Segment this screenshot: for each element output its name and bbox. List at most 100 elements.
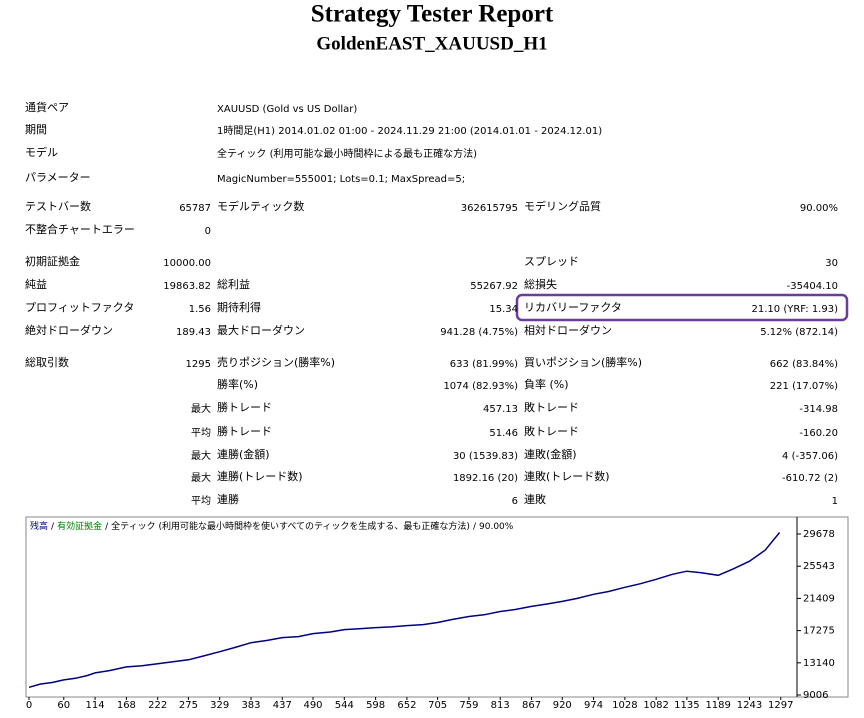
stat-value: 90.00% — [800, 203, 838, 214]
stat-label: 総取引数 — [25, 355, 69, 369]
stat-value: 1892.16 (20) — [453, 473, 518, 484]
balance-line — [28, 532, 781, 689]
stat-value: 21.10 (YRF: 1.93) — [752, 304, 839, 315]
x-tick-label: 813 — [491, 700, 510, 711]
x-tick-label: 974 — [584, 700, 603, 711]
y-tick-label: 13140 — [803, 658, 835, 669]
stat-value: 633 (81.99%) — [450, 359, 518, 370]
info-label: モデル — [25, 145, 58, 159]
legend-separator: / — [105, 522, 109, 532]
x-tick-label: 329 — [210, 700, 229, 711]
info-value: XAUUSD (Gold vs US Dollar) — [217, 104, 357, 115]
stat-label: 連勝 — [217, 492, 239, 506]
x-tick-label: 652 — [397, 700, 416, 711]
x-tick-label: 867 — [522, 700, 541, 711]
stat-label: 連敗(金額) — [524, 447, 577, 461]
x-tick-label: 705 — [428, 700, 447, 711]
x-tick-label: 1135 — [674, 700, 699, 711]
stat-label: 最大ドローダウン — [217, 323, 305, 337]
chart-frame — [25, 516, 849, 698]
stat-label: 連勝(金額) — [217, 447, 270, 461]
stat-label: 買いポジション(勝率%) — [524, 355, 642, 369]
stat-label: 勝トレード — [217, 400, 272, 414]
stat-value: 平均 — [191, 495, 211, 507]
x-tick-label: 0 — [26, 700, 32, 711]
stat-value: 65787 — [179, 203, 211, 214]
stat-value: 362615795 — [461, 203, 518, 214]
legend-separator: / — [51, 522, 55, 532]
x-tick-label: 222 — [148, 700, 167, 711]
legend-entry: 残高 — [30, 520, 48, 532]
stat-label: 絶対ドローダウン — [25, 323, 113, 337]
stat-value: -160.20 — [799, 428, 838, 439]
legend: 残高 / 有効証拠金 / 全ティック (利用可能な最小時間枠を使いすべてのティックを生成… — [30, 520, 514, 532]
report-title: Strategy Tester Report — [311, 1, 554, 28]
stat-value: 10000.00 — [163, 258, 211, 269]
x-tick-label: 490 — [303, 700, 322, 711]
y-tick-label: 9006 — [803, 690, 828, 701]
info-value: MagicNumber=555001; Lots=0.1; MaxSpread=… — [217, 174, 465, 185]
stat-value: 最大 — [191, 402, 211, 415]
x-tick-label: 275 — [179, 700, 198, 711]
stat-value: 1295 — [186, 359, 211, 370]
info-label: 通貨ペア — [25, 100, 69, 114]
info-value: 全ティック (利用可能な最小時間枠による最も正確な方法) — [217, 147, 477, 160]
stat-value: 457.13 — [483, 404, 518, 415]
x-tick-label: 114 — [86, 700, 105, 711]
x-tick-label: 168 — [117, 700, 136, 711]
stat-value: 19863.82 — [163, 281, 211, 292]
stat-label: 負率 (%) — [524, 377, 569, 391]
stat-label: モデリング品質 — [524, 199, 601, 213]
stat-value: 4 (-357.06) — [782, 451, 838, 462]
stat-value: 30 (1539.83) — [453, 451, 518, 462]
stat-value: 189.43 — [176, 327, 211, 338]
stat-label: プロフィットファクタ — [25, 301, 134, 314]
stat-value: 15.34 — [489, 304, 518, 315]
x-tick-label: 437 — [273, 700, 292, 711]
stat-label: 純益 — [25, 277, 47, 291]
stat-label: リカバリーファクタ — [524, 301, 622, 314]
x-tick-label: 598 — [366, 700, 385, 711]
stat-label: 期待利得 — [217, 300, 261, 314]
stat-value: 0 — [205, 226, 211, 237]
x-tick-label: 920 — [553, 700, 572, 711]
stat-label: 初期証拠金 — [25, 254, 80, 268]
x-tick-label: 1189 — [705, 700, 730, 711]
y-tick-label: 29678 — [803, 529, 835, 540]
stat-value: 6 — [512, 496, 518, 507]
info-label: 期間 — [25, 123, 47, 136]
stat-label: 勝トレード — [217, 424, 272, 438]
report-subtitle: GoldenEAST_XAUUSD_H1 — [316, 33, 547, 54]
stat-label: 相対ドローダウン — [524, 323, 612, 337]
y-tick-label: 21409 — [803, 593, 835, 604]
x-tick-label: 383 — [241, 700, 260, 711]
stat-value: -610.72 (2) — [782, 473, 838, 484]
stat-value: 1074 (82.93%) — [443, 381, 518, 392]
stat-label: テストバー数 — [25, 200, 91, 213]
stat-label: 不整合チャートエラー — [25, 222, 135, 236]
stat-label: 連勝(トレード数) — [217, 469, 303, 483]
stat-label: 連敗(トレード数) — [524, 469, 610, 483]
stat-value: 1.56 — [189, 304, 211, 315]
legend-entry: 90.00% — [479, 522, 514, 532]
stat-label: モデルティック数 — [217, 199, 304, 213]
info-value: 1時間足(H1) 2014.01.02 01:00 - 2024.11.29 2… — [217, 125, 602, 137]
stat-value: 平均 — [191, 427, 211, 439]
stat-value: -35404.10 — [787, 281, 838, 292]
x-tick-label: 1243 — [737, 700, 762, 711]
y-tick-label: 17275 — [803, 626, 835, 637]
legend-entry: 有効証拠金 — [57, 520, 102, 532]
x-tick-label: 1297 — [768, 700, 793, 711]
stat-value: 221 (17.07%) — [770, 381, 838, 392]
x-tick-label: 60 — [57, 700, 70, 711]
stat-value: 55267.92 — [470, 281, 518, 292]
legend-separator: / — [473, 522, 477, 532]
stat-value: 662 (83.84%) — [770, 359, 838, 370]
x-tick-label: 1082 — [643, 700, 668, 711]
stat-label: 敗トレード — [524, 424, 579, 438]
stat-label: 売りポジション(勝率%) — [217, 355, 335, 369]
stat-label: 連敗 — [524, 492, 546, 506]
stat-label: 総損失 — [524, 277, 557, 291]
stat-value: 51.46 — [489, 428, 518, 439]
